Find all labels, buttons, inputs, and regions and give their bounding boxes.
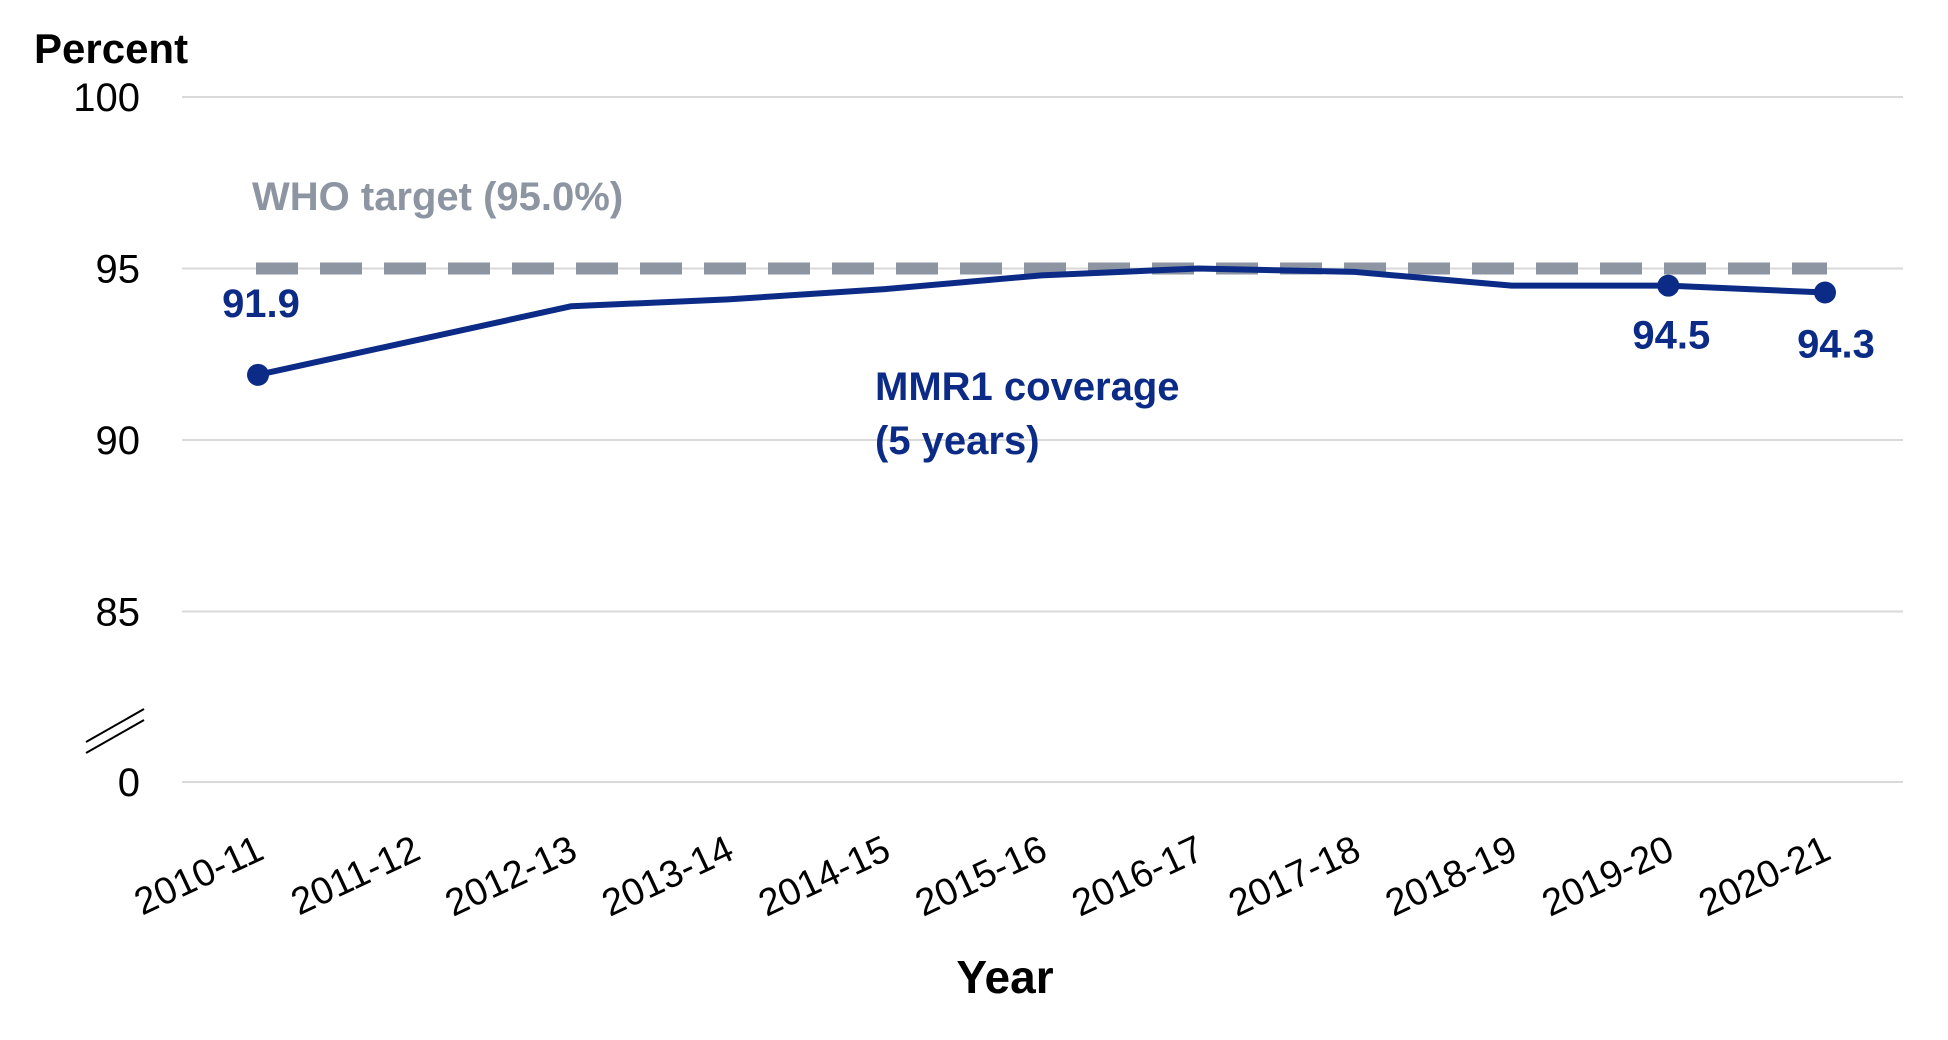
axis-break-marker: [85, 708, 145, 754]
x-tick-label: 2016-17: [1066, 828, 1210, 925]
series-label-line-1: MMR1 coverage: [875, 365, 1180, 409]
x-tick-label: 2014-15: [752, 828, 896, 925]
data-point-marker: [1814, 281, 1836, 304]
x-tick-label: 2013-14: [596, 828, 740, 925]
data-labels: 91.9 94.5 94.3: [222, 282, 1875, 367]
data-point-marker: [247, 363, 269, 386]
x-tick-label: 2017-18: [1223, 828, 1367, 925]
y-tick-label: 95: [96, 248, 141, 292]
y-axis-title: Percent: [34, 25, 188, 72]
mmr1-coverage-line: [257, 265, 1826, 378]
series-label: MMR1 coverage (5 years): [875, 365, 1191, 463]
y-tick-label: 0: [118, 761, 140, 805]
x-tick-label: 2020-21: [1693, 828, 1837, 925]
y-tick-label: 85: [96, 591, 141, 635]
data-label: 94.3: [1797, 323, 1875, 367]
data-label: 94.5: [1632, 314, 1710, 358]
x-axis-ticks: 2010-11 2011-12 2012-13 2013-14 2014-15 2015-…: [128, 828, 1837, 925]
x-tick-label: 2012-13: [439, 828, 583, 925]
data-points: [247, 274, 1836, 386]
y-tick-label: 90: [96, 419, 141, 463]
x-tick-label: 2011-12: [285, 828, 427, 924]
x-tick-label: 2010-11: [128, 828, 270, 924]
x-tick-label: 2018-19: [1379, 828, 1523, 925]
data-point-marker: [1657, 274, 1680, 297]
y-axis-ticks: 100 95 90 85 0: [73, 76, 140, 805]
series-label-line-2: (5 years): [875, 419, 1040, 463]
x-axis-title: Year: [956, 951, 1053, 1003]
x-tick-label: 2019-20: [1536, 828, 1680, 925]
who-target-label: WHO target (95.0%): [252, 175, 623, 219]
x-tick-label: 2015-16: [909, 828, 1053, 925]
y-tick-label: 100: [73, 76, 140, 120]
data-label: 91.9: [222, 282, 300, 326]
